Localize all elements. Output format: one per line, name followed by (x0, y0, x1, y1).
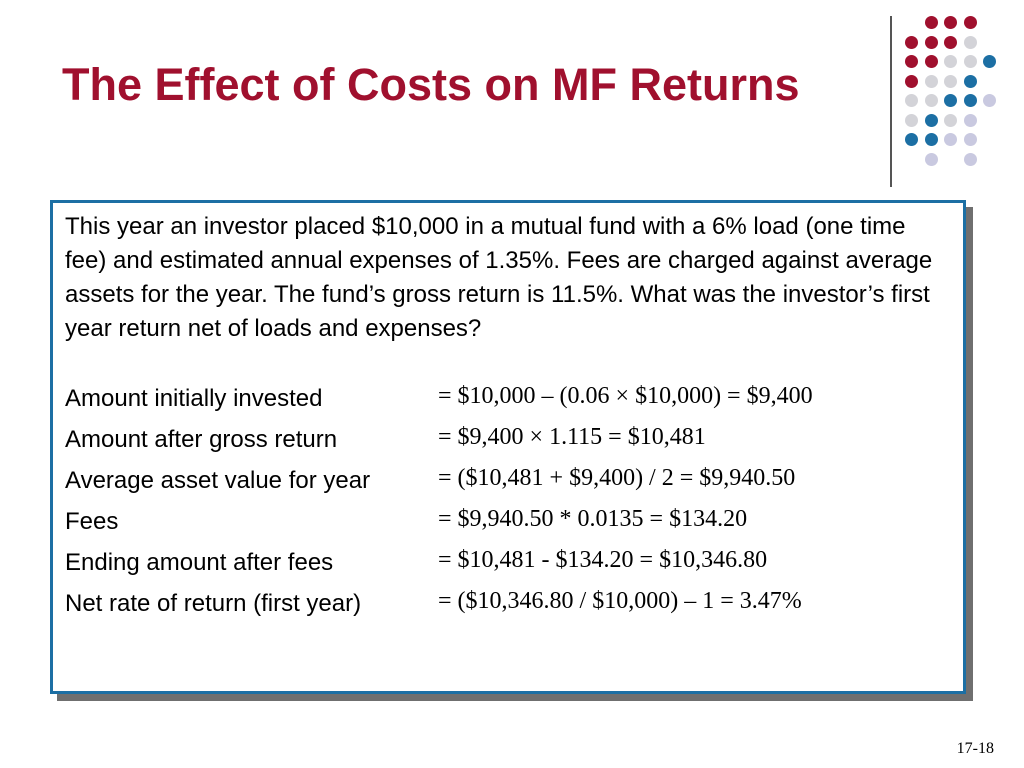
decorative-dot (983, 55, 996, 68)
decorative-dot (944, 55, 957, 68)
divider-line (890, 16, 892, 187)
row-label: Amount after gross return (65, 426, 338, 453)
row-formula: = ($10,481 + $9,400) / 2 = $9,940.50 (438, 465, 796, 491)
decorative-dot (944, 35, 957, 49)
calculation-row: Net rate of return (first year) = ($10,3… (65, 588, 949, 629)
decorative-dot (944, 74, 957, 88)
decorative-dot (944, 113, 957, 127)
calculation-rows: Amount initially invested = $10,000 – (0… (65, 383, 949, 629)
row-formula: = $9,940.50 * 0.0135 = $134.20 (438, 506, 748, 532)
decorative-dot-grid (905, 16, 1005, 166)
calculation-row: Fees = $9,940.50 * 0.0135 = $134.20 (65, 506, 949, 547)
decorative-dot (963, 113, 977, 127)
calculation-row: Amount after gross return = $9,400 × 1.1… (65, 424, 949, 465)
decorative-dot (924, 16, 938, 29)
decorative-dot (905, 74, 918, 88)
decorative-dot (924, 74, 938, 88)
decorative-dot (963, 133, 977, 146)
problem-statement: This year an investor placed $10,000 in … (65, 213, 933, 342)
decorative-dot (924, 113, 938, 127)
decorative-dot (963, 74, 977, 88)
decorative-dot (963, 94, 977, 107)
row-formula: = ($10,346.80 / $10,000) – 1 = 3.47% (438, 588, 802, 614)
decorative-dot (924, 35, 938, 49)
decorative-dot (905, 133, 918, 146)
row-formula: = $9,400 × 1.115 = $10,481 (438, 424, 706, 450)
decorative-dot (905, 55, 918, 68)
calculation-row: Average asset value for year = ($10,481 … (65, 465, 949, 506)
decorative-dot (905, 113, 918, 127)
content-box: This year an investor placed $10,000 in … (50, 200, 966, 694)
decorative-dot (924, 133, 938, 146)
page-number: 17-18 (956, 740, 994, 757)
decorative-dot (963, 16, 977, 29)
row-label: Amount initially invested (65, 385, 323, 412)
calculation-row: Ending amount after fees = $10,481 - $13… (65, 547, 949, 588)
decorative-dot (944, 133, 957, 146)
decorative-dot (905, 35, 918, 49)
decorative-dot (983, 94, 996, 107)
decorative-dot (944, 16, 957, 29)
row-label: Ending amount after fees (65, 549, 334, 576)
calculation-row: Amount initially invested = $10,000 – (0… (65, 383, 949, 424)
decorative-dot (924, 94, 938, 107)
decorative-dot (924, 55, 938, 68)
row-label: Average asset value for year (65, 467, 371, 494)
decorative-dot (924, 152, 938, 166)
decorative-dot (963, 35, 977, 49)
row-formula: = $10,481 - $134.20 = $10,346.80 (438, 547, 768, 573)
decorative-dot (905, 94, 918, 107)
decorative-dot (944, 94, 957, 107)
decorative-dot (963, 152, 977, 166)
row-label: Net rate of return (first year) (65, 590, 362, 617)
row-formula: = $10,000 – (0.06 × $10,000) = $9,400 (438, 383, 813, 409)
row-label: Fees (65, 508, 119, 535)
decorative-dot (963, 55, 977, 68)
slide-title: The Effect of Costs on MF Returns (62, 59, 800, 110)
